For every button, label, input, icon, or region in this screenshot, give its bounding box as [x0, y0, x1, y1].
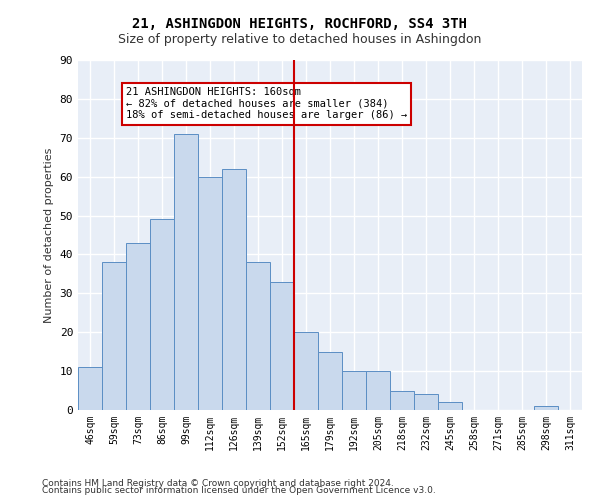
Y-axis label: Number of detached properties: Number of detached properties	[44, 148, 54, 322]
Bar	[534, 406, 558, 410]
Bar	[318, 352, 342, 410]
Bar	[414, 394, 438, 410]
Bar	[126, 243, 150, 410]
Bar	[78, 367, 102, 410]
Bar	[198, 176, 222, 410]
Bar	[150, 220, 174, 410]
Text: Contains public sector information licensed under the Open Government Licence v3: Contains public sector information licen…	[42, 486, 436, 495]
Bar	[438, 402, 462, 410]
Bar	[342, 371, 366, 410]
Bar	[390, 390, 414, 410]
Text: 21, ASHINGDON HEIGHTS, ROCHFORD, SS4 3TH: 21, ASHINGDON HEIGHTS, ROCHFORD, SS4 3TH	[133, 18, 467, 32]
Bar	[294, 332, 318, 410]
Bar	[102, 262, 126, 410]
Bar	[366, 371, 390, 410]
Bar	[246, 262, 270, 410]
Text: 21 ASHINGDON HEIGHTS: 160sqm
← 82% of detached houses are smaller (384)
18% of s: 21 ASHINGDON HEIGHTS: 160sqm ← 82% of de…	[126, 87, 407, 120]
Text: Contains HM Land Registry data © Crown copyright and database right 2024.: Contains HM Land Registry data © Crown c…	[42, 478, 394, 488]
Bar	[270, 282, 294, 410]
Bar	[222, 169, 246, 410]
Bar	[174, 134, 198, 410]
Text: Size of property relative to detached houses in Ashingdon: Size of property relative to detached ho…	[118, 32, 482, 46]
